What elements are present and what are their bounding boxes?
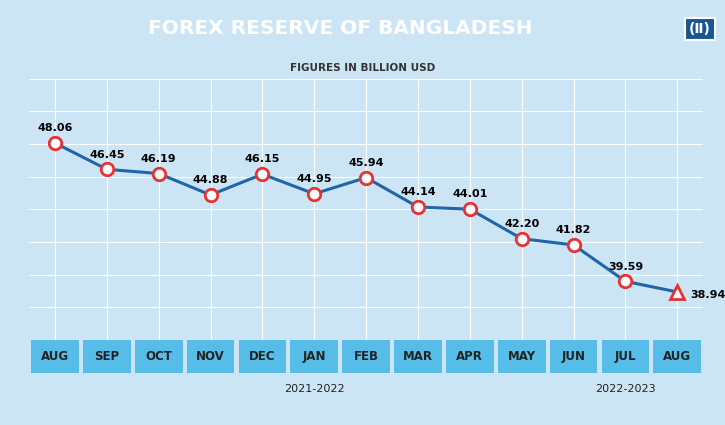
Bar — [602, 340, 650, 373]
Text: AUG: AUG — [663, 350, 692, 363]
Text: MAY: MAY — [507, 350, 536, 363]
Bar — [291, 340, 338, 373]
Bar — [31, 340, 79, 373]
Text: 46.45: 46.45 — [89, 150, 125, 159]
Text: SEP: SEP — [94, 350, 120, 363]
Text: APR: APR — [457, 350, 484, 363]
Bar — [239, 340, 286, 373]
Bar — [394, 340, 442, 373]
Text: 46.15: 46.15 — [245, 154, 280, 164]
Text: 42.20: 42.20 — [504, 219, 539, 229]
Text: JAN: JAN — [302, 350, 326, 363]
Text: NOV: NOV — [196, 350, 225, 363]
Text: JUN: JUN — [562, 350, 586, 363]
Bar — [135, 340, 183, 373]
Text: 44.14: 44.14 — [400, 187, 436, 197]
Text: (Ⅱ): (Ⅱ) — [689, 22, 710, 36]
Bar — [83, 340, 130, 373]
Bar — [186, 340, 234, 373]
Text: 38.94: 38.94 — [689, 290, 725, 300]
Text: 2022-2023: 2022-2023 — [595, 384, 656, 394]
Text: 46.19: 46.19 — [141, 154, 176, 164]
Text: 48.06: 48.06 — [37, 123, 72, 133]
Bar — [498, 340, 546, 373]
Text: FOREX RESERVE OF BANGLADESH: FOREX RESERVE OF BANGLADESH — [149, 19, 533, 38]
Text: 39.59: 39.59 — [608, 262, 643, 272]
Bar — [342, 340, 390, 373]
Text: JUL: JUL — [615, 350, 637, 363]
Text: FEB: FEB — [354, 350, 378, 363]
Text: OCT: OCT — [145, 350, 172, 363]
Text: 44.88: 44.88 — [193, 175, 228, 185]
Text: 2021-2022: 2021-2022 — [284, 384, 344, 394]
Text: FIGURES IN BILLION USD: FIGURES IN BILLION USD — [290, 63, 435, 73]
Text: 44.95: 44.95 — [297, 174, 332, 184]
Text: 41.82: 41.82 — [556, 225, 592, 235]
Bar — [550, 340, 597, 373]
Text: AUG: AUG — [41, 350, 69, 363]
Text: MAR: MAR — [403, 350, 433, 363]
Bar — [653, 340, 701, 373]
Text: DEC: DEC — [249, 350, 276, 363]
Text: 44.01: 44.01 — [452, 190, 487, 199]
Text: 45.94: 45.94 — [349, 158, 384, 168]
Bar — [446, 340, 494, 373]
